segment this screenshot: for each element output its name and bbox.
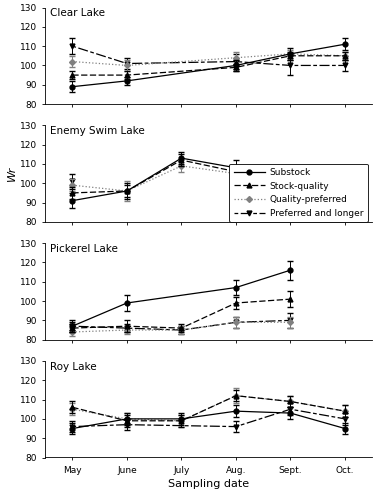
X-axis label: Sampling date: Sampling date xyxy=(168,479,249,489)
Legend: Substock, Stock-quality, Quality-preferred, Preferred and longer: Substock, Stock-quality, Quality-preferr… xyxy=(229,164,368,222)
Text: Pickerel Lake: Pickerel Lake xyxy=(50,244,118,254)
Text: Clear Lake: Clear Lake xyxy=(50,8,105,18)
Text: Roy Lake: Roy Lake xyxy=(50,362,97,372)
Text: Enemy Swim Lake: Enemy Swim Lake xyxy=(50,126,145,136)
Y-axis label: Wr: Wr xyxy=(7,166,17,182)
